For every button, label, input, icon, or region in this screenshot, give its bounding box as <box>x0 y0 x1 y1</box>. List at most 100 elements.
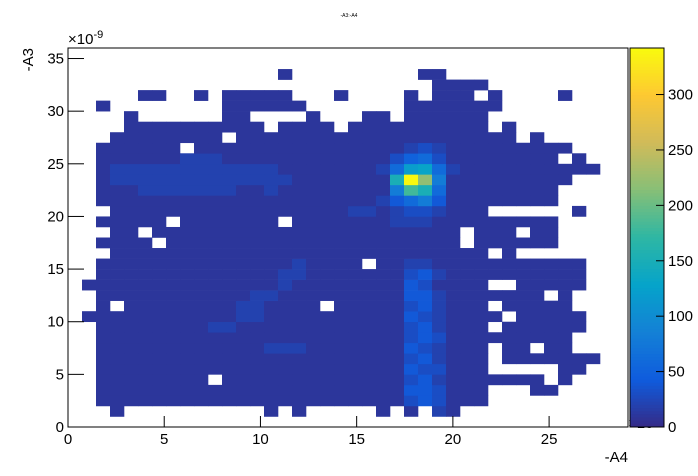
colorbar-swatch <box>630 133 664 137</box>
heatmap-cell <box>544 269 559 280</box>
heatmap-cell <box>334 237 349 249</box>
heatmap-cell <box>376 311 391 323</box>
heatmap-cell <box>110 258 125 270</box>
colorbar-swatch <box>630 202 664 207</box>
heatmap-cell <box>446 153 461 165</box>
colorbar-swatch <box>630 190 664 194</box>
heatmap-cell <box>502 174 517 186</box>
heatmap-cell <box>334 279 349 291</box>
heatmap-cell <box>572 353 587 365</box>
heatmap-cell <box>124 279 139 291</box>
heatmap-cell <box>544 332 559 344</box>
heatmap-cell <box>292 258 307 270</box>
heatmap-cell <box>306 342 321 354</box>
heatmap-cell <box>264 279 279 291</box>
heatmap-cell <box>502 237 517 249</box>
heatmap-cell <box>194 90 209 101</box>
colorbar-swatch <box>630 136 664 141</box>
heatmap-cell <box>558 174 573 186</box>
heatmap-cell <box>432 121 447 133</box>
heatmap-cell <box>530 237 545 249</box>
heatmap-cell <box>348 121 363 133</box>
heatmap-cell <box>376 395 391 407</box>
heatmap-cell <box>432 279 447 291</box>
heatmap-cell <box>110 142 125 154</box>
colorbar-swatch <box>630 370 664 374</box>
colorbar-swatch <box>630 253 664 257</box>
heatmap-cell <box>250 216 265 228</box>
heatmap-cell <box>152 353 167 365</box>
heatmap-cell <box>236 258 251 270</box>
heatmap-cell <box>110 353 125 365</box>
heatmap-cell <box>320 321 335 333</box>
heatmap-cell <box>292 184 307 196</box>
colorbar-swatch <box>630 104 664 109</box>
heatmap-cell <box>418 153 433 165</box>
colorbar-swatch <box>630 313 664 317</box>
heatmap-cell <box>180 279 195 291</box>
y-tick-label: 0 <box>56 419 64 436</box>
heatmap-cell <box>404 321 419 333</box>
colorbar-swatch <box>630 180 664 185</box>
colorbar-swatch <box>630 246 664 251</box>
heatmap-cell <box>446 269 461 280</box>
heatmap-cell <box>474 195 489 207</box>
heatmap-cell <box>530 279 545 291</box>
heatmap-cell <box>376 321 391 333</box>
heatmap-cell <box>236 216 251 228</box>
heatmap-cell <box>432 237 447 249</box>
heatmap-cell <box>376 342 391 354</box>
heatmap-cell <box>390 321 405 333</box>
colorbar-swatch <box>630 164 664 169</box>
heatmap-cell <box>348 237 363 249</box>
heatmap-cell <box>166 163 181 175</box>
colorbar-swatch <box>630 120 664 125</box>
heatmap-cell <box>502 195 517 207</box>
heatmap-cell <box>124 363 139 375</box>
heatmap-cell <box>320 248 335 259</box>
heatmap-cell <box>404 248 419 259</box>
colorbar-swatch <box>630 288 664 292</box>
heatmap-cell <box>96 163 111 175</box>
heatmap-cell <box>264 237 279 249</box>
heatmap-cell <box>236 353 251 365</box>
y-tick-label: 25 <box>47 156 64 173</box>
y-tick-label: 30 <box>47 103 64 120</box>
heatmap-cell <box>152 153 167 165</box>
colorbar-swatch <box>630 291 664 295</box>
heatmap-cell <box>222 248 237 259</box>
heatmap-cell <box>166 269 181 280</box>
heatmap-cell <box>292 311 307 323</box>
heatmap-cell <box>222 332 237 344</box>
heatmap-cell <box>180 153 195 165</box>
heatmap-cell <box>152 174 167 186</box>
heatmap-cell <box>166 226 181 238</box>
heatmap-cell <box>390 121 405 133</box>
heatmap-cell <box>390 300 405 312</box>
heatmap-cell <box>348 384 363 396</box>
heatmap-cell <box>390 290 405 301</box>
heatmap-cell <box>278 142 293 154</box>
heatmap-cell <box>236 384 251 396</box>
colorbar-swatch <box>630 385 664 390</box>
heatmap-cell <box>292 332 307 344</box>
heatmap-cell <box>362 300 377 312</box>
heatmap-cell <box>334 163 349 175</box>
heatmap-cell <box>404 205 419 217</box>
colorbar-swatch <box>630 51 664 55</box>
heatmap-cell <box>278 90 293 101</box>
heatmap-cell <box>166 258 181 270</box>
heatmap-cell <box>446 216 461 228</box>
colorbar-swatch <box>630 161 664 166</box>
heatmap-cell <box>138 269 153 280</box>
colorbar-swatch <box>630 316 664 321</box>
heatmap-cell <box>446 237 461 249</box>
heatmap-cell <box>222 258 237 270</box>
heatmap-cell <box>306 363 321 375</box>
heatmap-cell <box>348 300 363 312</box>
heatmap-cell <box>362 205 377 217</box>
heatmap-cell <box>362 269 377 280</box>
heatmap-cell <box>390 363 405 375</box>
heatmap-cell <box>166 321 181 333</box>
heatmap-cell <box>544 279 559 291</box>
